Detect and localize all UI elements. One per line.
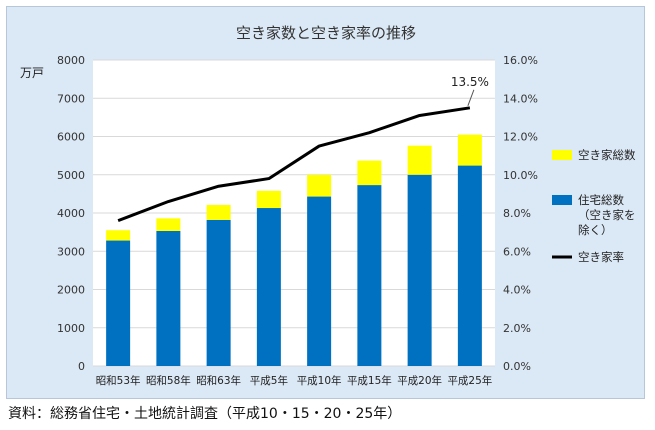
x-tick-label: 昭和58年 xyxy=(146,374,191,387)
bar-housing xyxy=(407,174,432,366)
y2-tick-label: 10.0% xyxy=(503,169,538,182)
annotation-label: 13.5% xyxy=(451,75,489,89)
chart-svg: 空き家数と空き家率の推移 万戸 0 1000 2000 3000 4000 5000 600… xyxy=(20,24,636,387)
rate-line xyxy=(117,106,471,223)
y2-tick-label: 12.0% xyxy=(503,131,538,144)
y2-tick-label: 6.0% xyxy=(503,245,531,258)
y-tick-label: 3000 xyxy=(57,245,85,258)
legend-label: 空き家総数 xyxy=(578,148,636,162)
y-tick-label: 5000 xyxy=(57,169,85,182)
legend-label: 住宅総数 xyxy=(578,193,624,207)
bar-housing xyxy=(357,185,382,366)
legend-swatch xyxy=(552,195,572,205)
legend-label: 空き家率 xyxy=(578,250,624,264)
x-tick-label: 昭和53年 xyxy=(96,374,141,387)
bar-housing xyxy=(156,230,181,366)
bar-vacant xyxy=(256,190,281,209)
x-tick-label: 平成15年 xyxy=(347,374,392,387)
y2-tick-label: 2.0% xyxy=(503,322,531,335)
bar-vacant xyxy=(407,145,432,175)
y2-tick-label: 16.0% xyxy=(503,54,538,67)
y-tick-label: 6000 xyxy=(57,131,85,144)
bar-housing xyxy=(307,196,332,366)
legend-swatch xyxy=(552,150,572,160)
y-tick-label: 1000 xyxy=(57,322,85,335)
y-tick-label: 8000 xyxy=(57,54,85,67)
y-tick-label: 7000 xyxy=(57,92,85,105)
y2-tick-label: 14.0% xyxy=(503,92,538,105)
x-tick-label: 平成10年 xyxy=(297,374,342,387)
chart-frame: 空き家数と空き家率の推移 万戸 0 1000 2000 3000 4000 5000 600… xyxy=(6,6,645,399)
y2-tick-label: 8.0% xyxy=(503,207,531,220)
chart-title: 空き家数と空き家率の推移 xyxy=(236,24,416,42)
y2-tick-label: 0.0% xyxy=(503,360,531,373)
bar-vacant xyxy=(457,134,482,166)
y-tick-label: 4000 xyxy=(57,207,85,220)
x-tick-label: 平成20年 xyxy=(397,374,442,387)
bar-vacant xyxy=(156,218,181,231)
bar-housing xyxy=(106,240,131,366)
bar-vacant xyxy=(206,204,231,220)
bar-housing xyxy=(457,165,482,366)
x-tick-label: 昭和63年 xyxy=(196,374,241,387)
bar-housing xyxy=(206,219,231,366)
source-note: 資料：総務省住宅・土地統計調査（平成10・15・20・25年） xyxy=(8,406,402,422)
y-axis-label: 万戸 xyxy=(20,66,44,80)
y-tick-label: 0 xyxy=(78,360,85,373)
bar-vacant xyxy=(106,230,131,241)
bar-housing xyxy=(256,208,281,366)
annotation-leader xyxy=(467,89,475,106)
x-tick-label: 平成25年 xyxy=(447,374,492,387)
legend-label: 除く） xyxy=(578,223,613,237)
y-tick-label: 2000 xyxy=(57,284,85,297)
x-tick-label: 平成5年 xyxy=(250,374,288,387)
bar-vacant xyxy=(307,174,332,197)
bar-vacant xyxy=(357,160,382,186)
legend-label: （空き家を xyxy=(578,208,636,222)
y2-tick-label: 4.0% xyxy=(503,284,531,297)
